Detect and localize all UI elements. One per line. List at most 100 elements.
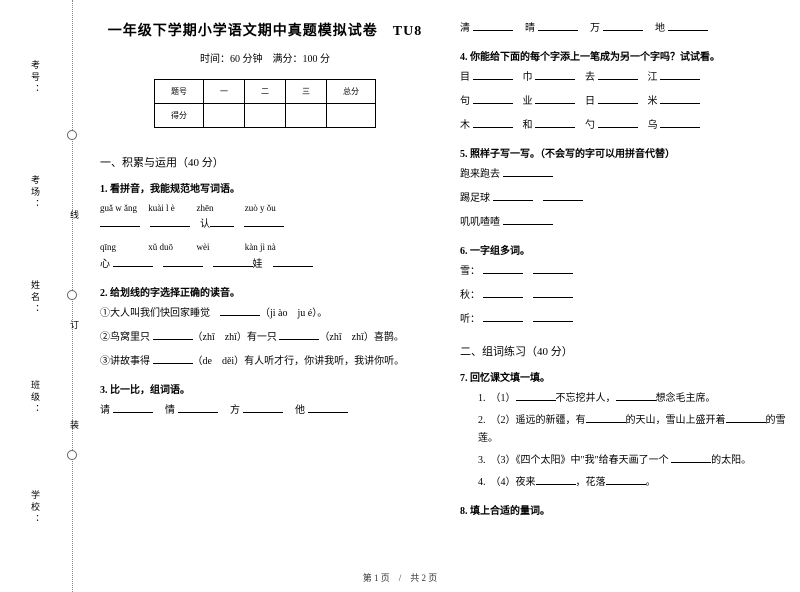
pinyin: zuò y ǒu — [245, 201, 291, 216]
char: 万 — [590, 23, 600, 34]
page-content: 一年级下学期小学语文期中真题模拟试卷 TU8 时间：60 分钟 满分：100 分… — [100, 20, 790, 523]
q6-line: 秋： — [460, 287, 790, 305]
text: 3. （3）《四个太阳》中"我"给春天画了一个 — [478, 455, 669, 466]
char: 娃 — [253, 259, 263, 270]
q2: 2. 给划线的字选择正确的读音。 — [100, 284, 430, 299]
char: 心 — [100, 259, 110, 270]
text: 1. （1） — [478, 393, 516, 404]
q4: 4. 你能给下面的每个字添上一笔成为另一个字吗？试试看。 — [460, 48, 790, 63]
char: 去 — [585, 72, 595, 83]
q2-line: ②鸟窝里只 （zhī zhǐ）有一只 （zhī zhǐ）喜鹊。 — [100, 329, 430, 347]
pinyin: kàn jì nà — [245, 240, 291, 255]
th-2: 二 — [245, 80, 286, 104]
text: 。 — [646, 477, 656, 488]
pinyin-line: qīng xǔ duō wèi kàn jì nà — [100, 240, 430, 255]
text: ①大人叫我们快回家睡觉 — [100, 308, 210, 319]
char: 晴 — [525, 23, 535, 34]
punch-hole — [67, 130, 77, 140]
score-cell — [286, 104, 327, 128]
char: 目 — [460, 72, 470, 83]
text: 叽叽喳喳 — [460, 217, 500, 228]
list-item: 4. （4）夜来 ，花落 。 — [478, 474, 790, 492]
th-total: 总分 — [327, 80, 376, 104]
char: 请 — [100, 405, 110, 416]
text: 跑来跑去 — [460, 169, 500, 180]
page-footer: 第 1 页 / 共 2 页 — [0, 571, 800, 584]
th-1: 一 — [204, 80, 245, 104]
left-column: 一年级下学期小学语文期中真题模拟试卷 TU8 时间：60 分钟 满分：100 分… — [100, 20, 430, 523]
q3-line: 请 情 方 他 — [100, 402, 430, 420]
score-cell — [327, 104, 376, 128]
pinyin: guǎ w ǎng — [100, 201, 146, 216]
q6-line: 听： — [460, 311, 790, 329]
pinyin: qīng — [100, 240, 146, 255]
exam-subtitle: 时间：60 分钟 满分：100 分 — [100, 50, 430, 65]
pinyin-blank-row: 心 娃 — [100, 256, 430, 274]
char: 听： — [460, 314, 480, 325]
q3-line2: 清 晴 万 地 — [460, 20, 790, 38]
score-table: 题号 一 二 三 总分 得分 — [154, 79, 376, 128]
th-3: 三 — [286, 80, 327, 104]
label-examno: 考号： — [28, 60, 42, 96]
char: 秋： — [460, 290, 480, 301]
char: 方 — [230, 405, 240, 416]
char: 木 — [460, 120, 470, 131]
label-name: 姓名： — [28, 280, 42, 316]
th-score: 得分 — [155, 104, 204, 128]
char: 清 — [460, 23, 470, 34]
pinyin: zhēn — [197, 201, 243, 216]
label-school: 学校： — [28, 490, 42, 526]
label-class: 班级： — [28, 380, 42, 416]
score-cell — [245, 104, 286, 128]
th-num: 题号 — [155, 80, 204, 104]
section-1: 一、积累与运用（40 分） — [100, 154, 430, 170]
label-room: 考场： — [28, 175, 42, 211]
pinyin: xǔ duō — [148, 240, 194, 255]
text: ，花落 — [576, 477, 606, 488]
q6-line: 雪： — [460, 263, 790, 281]
text: 的天山，雪山上盛开着 — [626, 415, 726, 426]
tag-ding: 订 — [68, 320, 81, 329]
text: 想念毛主席。 — [656, 393, 716, 404]
text: 4. （4）夜来 — [478, 477, 536, 488]
q4-line: 句 业 日 米 — [460, 93, 790, 111]
q2-line: ③讲故事得 （de děi）有人听才行，你讲我听，我讲你听。 — [100, 353, 430, 371]
pinyin-blank-row: 认 — [100, 216, 430, 234]
q4-line: 木 和 勺 乌 — [460, 117, 790, 135]
q2-line: ①大人叫我们快回家睡觉 （ji ào ju é）。 — [100, 305, 430, 323]
text: 的太阳。 — [711, 455, 751, 466]
text: （zhī zhǐ）有一只 — [193, 332, 277, 343]
q3: 3. 比一比，组词语。 — [100, 381, 430, 396]
char: 句 — [460, 96, 470, 107]
q4-line: 目 巾 去 江 — [460, 69, 790, 87]
char: 江 — [648, 72, 658, 83]
list-item: 2. （2）遥远的新疆，有的天山，雪山上盛开着的雪莲。 — [478, 412, 790, 448]
char: 米 — [648, 96, 658, 107]
q7: 7. 回忆课文填一填。 — [460, 369, 790, 384]
q6: 6. 一字组多词。 — [460, 242, 790, 257]
text: （ji ào ju é）。 — [260, 308, 327, 319]
punch-hole — [67, 290, 77, 300]
text: （de děi）有人听才行，你讲我听，我讲你听。 — [193, 356, 405, 367]
q5-line: 跑来跑去 — [460, 166, 790, 184]
list-item: 1. （1）不忘挖井人，想念毛主席。 — [478, 390, 790, 408]
score-cell — [204, 104, 245, 128]
char: 认 — [200, 219, 210, 230]
q5: 5. 照样子写一写。（不会写的字可以用拼音代替） — [460, 145, 790, 160]
char: 和 — [523, 120, 533, 131]
char: 雪： — [460, 266, 480, 277]
char: 巾 — [523, 72, 533, 83]
char: 业 — [523, 96, 533, 107]
char: 情 — [165, 405, 175, 416]
q5-line: 叽叽喳喳 — [460, 214, 790, 232]
right-column: 清 晴 万 地 4. 你能给下面的每个字添上一笔成为另一个字吗？试试看。 目 巾… — [460, 20, 790, 523]
pinyin: wèi — [197, 240, 243, 255]
punch-hole — [67, 450, 77, 460]
list-item: 3. （3）《四个太阳》中"我"给春天画了一个 的太阳。 — [478, 452, 790, 470]
char: 乌 — [648, 120, 658, 131]
section-2: 二、组词练习（40 分） — [460, 343, 790, 359]
q5-line: 踢足球 — [460, 190, 790, 208]
pinyin-line: guǎ w ǎng kuài l è zhēn zuò y ǒu — [100, 201, 430, 216]
char: 勺 — [585, 120, 595, 131]
text: ②鸟窝里只 — [100, 332, 150, 343]
